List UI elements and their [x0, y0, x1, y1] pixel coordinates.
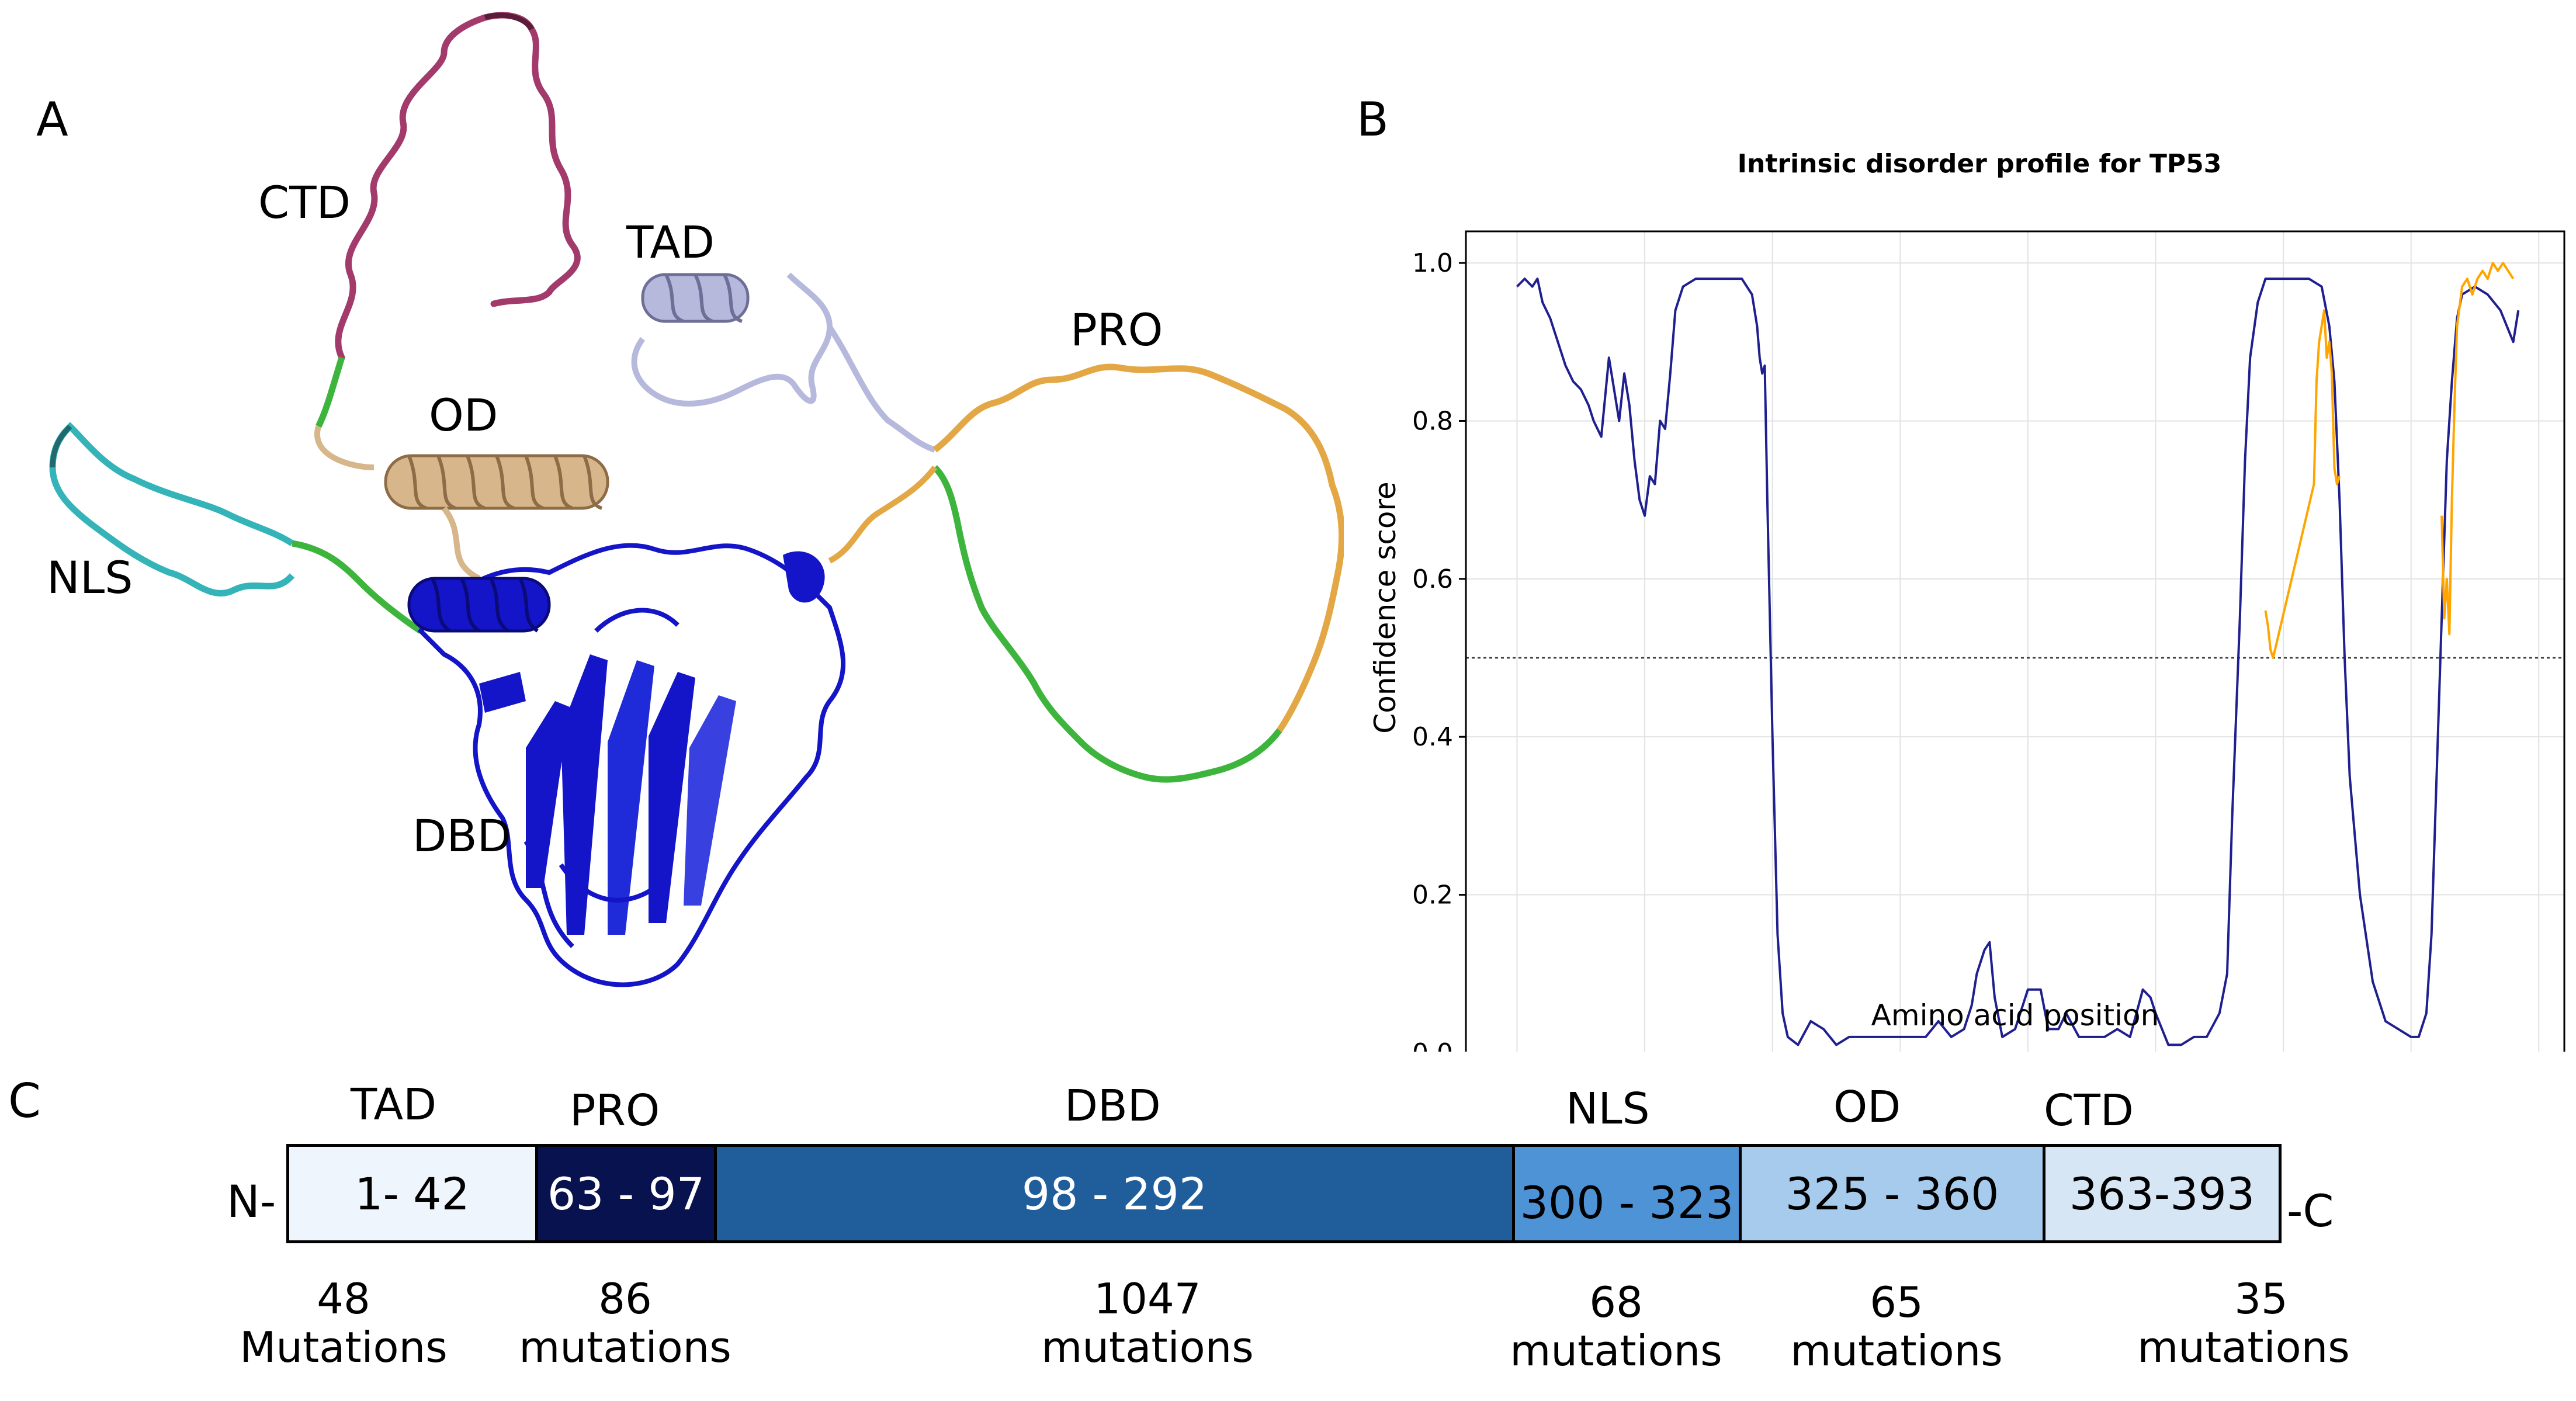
domain-range: 300 - 323 — [1520, 1177, 1734, 1229]
ctd-od-linker — [316, 356, 345, 428]
label-od: OD — [429, 389, 498, 441]
label-tad: TAD — [626, 216, 715, 268]
mutations-pro: 86 mutations — [508, 1275, 742, 1372]
domain-name-nls: NLS — [1566, 1084, 1650, 1134]
mutations-nls: 68 mutations — [1499, 1278, 1733, 1375]
y-tick-label: 0.0 — [1412, 1038, 1453, 1052]
mutation-label: mutations — [519, 1322, 731, 1372]
chart-grid — [1466, 231, 2564, 1052]
y-tick-label: 0.8 — [1412, 406, 1453, 436]
y-axis-label: Confidence score — [1368, 481, 1402, 733]
label-pro: PRO — [1070, 304, 1163, 356]
domain-pro: 63 - 97 — [538, 1147, 717, 1240]
domain-range: 325 - 360 — [1785, 1167, 1999, 1220]
domain-name-dbd: DBD — [1065, 1081, 1161, 1131]
y-tick-label: 0.4 — [1412, 722, 1453, 752]
domain-range: 1- 42 — [355, 1167, 470, 1220]
c-terminus: -C — [2287, 1185, 2334, 1237]
domain-range: 98 - 292 — [1021, 1167, 1208, 1220]
y-ticks: 0.0 0.2 0.4 0.6 0.8 1.0 — [1412, 248, 1466, 1052]
ctd-loop — [335, 12, 581, 361]
domain-range: 63 - 97 — [547, 1167, 705, 1220]
domain-tad: 1- 42 — [289, 1147, 538, 1240]
x-axis-label: Amino acid position — [1871, 998, 2159, 1032]
mutations-tad: 48 Mutations — [227, 1275, 460, 1372]
panel-label-c: C — [8, 1074, 41, 1128]
label-ctd: CTD — [258, 176, 351, 228]
domain-dbd: 98 - 292 — [717, 1147, 1515, 1240]
mutation-count: 48 — [317, 1274, 370, 1323]
mutation-label: mutations — [2137, 1322, 2350, 1372]
y-tick-label: 1.0 — [1412, 248, 1453, 278]
series-line-disorder — [1516, 278, 2520, 1046]
n-terminus: N- — [227, 1175, 276, 1227]
label-nls: NLS — [47, 552, 133, 604]
tad-domain — [631, 272, 936, 453]
protein-structure-cartoon — [49, 12, 1344, 987]
mutations-od: 65 mutations — [1780, 1278, 2013, 1375]
mutation-count: 68 — [1589, 1278, 1643, 1327]
plot-frame — [1465, 230, 2565, 1052]
mutation-label: mutations — [1510, 1326, 1722, 1375]
mutation-count: 86 — [598, 1274, 652, 1323]
chart-title: Intrinsic disorder profile for TP53 — [1738, 149, 2222, 179]
chart-series — [1516, 262, 2520, 1046]
mutation-label: mutations — [1041, 1322, 1254, 1372]
mutations-ctd: 35 mutations — [2127, 1275, 2360, 1372]
series-line-secondary-a — [2264, 309, 2341, 659]
mutation-label: Mutations — [240, 1322, 448, 1372]
panel-label-b: B — [1357, 92, 1389, 147]
label-dbd: DBD — [412, 810, 512, 862]
domain-name-ctd: CTD — [2044, 1086, 2134, 1136]
y-tick-label: 0.6 — [1412, 564, 1453, 594]
domain-od: 325 - 360 — [1742, 1147, 2045, 1240]
y-tick-label: 0.2 — [1412, 880, 1453, 910]
disorder-chart: Intrinsic disorder profile for TP53 0501… — [1368, 149, 2565, 1052]
domain-nls: 300 - 323 — [1515, 1147, 1742, 1240]
pro-loop — [932, 363, 1344, 733]
domain-name-pro: PRO — [570, 1086, 660, 1136]
domain-name-tad: TAD — [351, 1080, 437, 1130]
mutation-count: 1047 — [1094, 1274, 1201, 1323]
series-line-secondary-b — [2440, 262, 2515, 636]
panel-label-a: A — [36, 92, 68, 147]
mutations-dbd: 1047 mutations — [1031, 1275, 1264, 1372]
dbd-domain — [407, 543, 846, 987]
mutation-count: 65 — [1870, 1278, 1923, 1327]
domain-bar: 1- 42 63 - 97 98 - 292 300 - 323 325 - 3… — [286, 1144, 2282, 1243]
domain-ctd: 363-393 — [2045, 1147, 2279, 1240]
domain-range: 363-393 — [2069, 1167, 2255, 1220]
domain-name-od: OD — [1833, 1082, 1901, 1132]
od-helix — [384, 454, 609, 510]
mutation-label: mutations — [1790, 1326, 2003, 1375]
mutation-count: 35 — [2234, 1274, 2288, 1323]
